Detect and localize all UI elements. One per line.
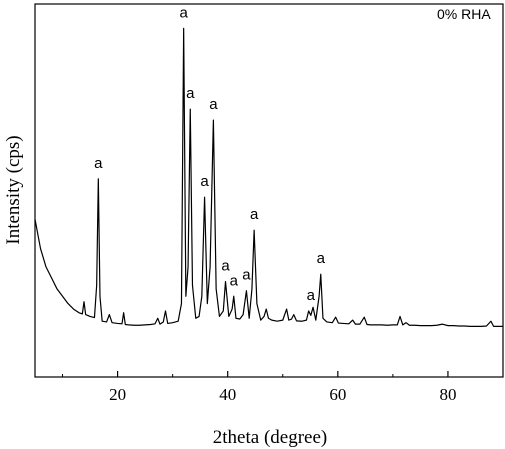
peak-label: a	[200, 173, 209, 190]
x-axis-tick-labels: 20 40 60 80	[109, 385, 456, 404]
legend-label: 0% RHA	[437, 6, 491, 22]
peak-label: a	[250, 206, 259, 223]
peak-label: a	[230, 272, 239, 289]
y-axis-title: Intensity (cps)	[3, 135, 24, 244]
peak-label: a	[307, 287, 316, 304]
peak-label: a	[179, 4, 188, 21]
peak-label: a	[242, 267, 251, 284]
x-axis-title: 2theta (degree)	[213, 427, 327, 448]
peak-label: a	[317, 250, 326, 267]
x-tick-label: 80	[439, 385, 456, 404]
plot-frame	[34, 3, 504, 378]
intensity-series-line	[34, 27, 503, 327]
peak-label: a	[209, 96, 218, 113]
x-tick-label: 20	[109, 385, 126, 404]
x-tick-label: 60	[329, 385, 346, 404]
peak-label: a	[186, 85, 195, 102]
x-tick-label: 40	[219, 385, 236, 404]
x-axis-ticks	[62, 371, 504, 377]
peak-label: a	[221, 258, 230, 275]
peak-label: a	[94, 155, 103, 172]
